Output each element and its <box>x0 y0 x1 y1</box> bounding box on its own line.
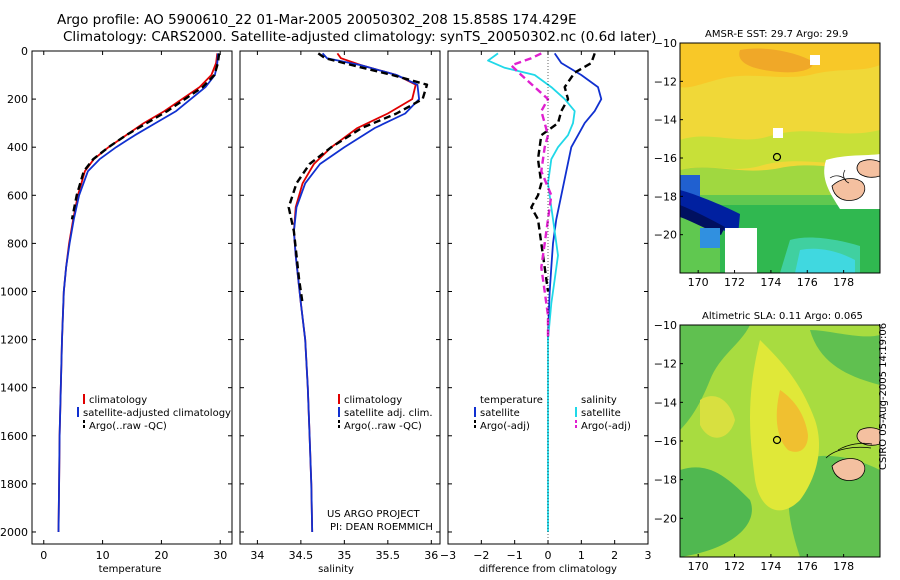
sla-map-panel: Altimetric SLA: 0.11 Argo: 0.065 170 172 1… <box>654 311 881 573</box>
sst-map-panel: AMSR-E SST: 29.7 Argo: 29.9 170 172 <box>654 29 881 289</box>
legend-label-sal-argo: Argo(-adj) <box>581 421 631 432</box>
x-tick-label: −3 <box>440 549 456 562</box>
x-tick-label: 30 <box>213 549 227 562</box>
y-tick-label: 1200 <box>0 334 28 347</box>
x-axis-label: salinity <box>318 564 354 575</box>
legend-label-argo: Argo(..raw -QC) <box>89 421 167 432</box>
x-tick-label: −1 <box>507 549 523 562</box>
difference-legend: temperature satellite Argo(-adj) salinit… <box>474 395 631 432</box>
map-y-tick-label: −14 <box>654 114 677 127</box>
map-x-tick-label: 176 <box>797 276 818 289</box>
x-tick-label: −2 <box>473 549 489 562</box>
map-y-tick-label: −18 <box>654 474 677 487</box>
temperature-panel: 0 10 20 30 0 200 400 600 800 1000 1200 1400 1600 1800… <box>0 45 233 575</box>
x-tick-label: 34.5 <box>289 549 314 562</box>
y-tick-label: 1600 <box>0 430 28 443</box>
map-y-tick-label: −14 <box>654 396 677 409</box>
y-tick-label: 800 <box>7 237 28 250</box>
map-x-tick-label: 170 <box>688 560 709 573</box>
map-y-tick-label: −10 <box>654 319 677 332</box>
map-y-tick-label: −18 <box>654 190 677 203</box>
x-axis-label: temperature <box>99 564 162 575</box>
sla-float-marker <box>772 435 782 445</box>
sla-map-title: Altimetric SLA: 0.11 Argo: 0.065 <box>702 311 863 322</box>
sst-float-marker <box>772 152 782 162</box>
x-tick-label: 0 <box>40 549 47 562</box>
y-tick-label: 1400 <box>0 382 28 395</box>
map-x-tick-label: 172 <box>724 276 745 289</box>
map-x-tick-label: 176 <box>797 560 818 573</box>
salinity-legend: climatology satellite adj. clim. Argo(..… <box>338 394 433 432</box>
map-x-tick-label: 170 <box>688 276 709 289</box>
salinity-panel: 34 34.5 35 35.5 36 salinity climatology satel… <box>239 50 441 575</box>
map-x-tick-label: 172 <box>724 560 745 573</box>
map-y-tick-label: −12 <box>654 358 677 371</box>
y-tick-label: 1800 <box>0 478 28 491</box>
legend-header-salinity: salinity <box>581 395 617 406</box>
x-tick-label: 34 <box>250 549 264 562</box>
x-tick-label: 0 <box>545 549 552 562</box>
title-line-1: Argo profile: AO 5900610_22 01-Mar-2005 … <box>57 12 577 28</box>
temperature-legend: climatology satellite-adjusted climatolo… <box>77 394 231 432</box>
series-line-temperature-satellite <box>547 52 603 340</box>
y-tick-label: 400 <box>7 141 28 154</box>
timestamp-stamp: CSIRO 05-Aug-2005 14:19:06 <box>878 322 889 470</box>
map-y-tick-label: −16 <box>654 435 677 448</box>
map-x-tick-label: 178 <box>833 560 854 573</box>
map-y-tick-label: −10 <box>654 37 677 50</box>
legend-header-temperature: temperature <box>480 395 543 406</box>
legend-label-sal-satellite: satellite <box>581 408 621 419</box>
temperature-axes: 0 10 20 30 0 200 400 600 800 1000 1200 1400 1600 1800… <box>0 45 232 575</box>
y-tick-label: 1000 <box>0 285 28 298</box>
x-tick-label: 20 <box>154 549 168 562</box>
x-tick-label: 35 <box>337 549 351 562</box>
credit-line-2: PI: DEAN ROEMMICH <box>330 522 433 533</box>
sst-map-axes: 170 172 174 176 178 −10 −12 −14 −16 −18 −20 <box>654 37 854 289</box>
series-line-argo-raw-qc- <box>70 53 221 220</box>
map-y-tick-label: −20 <box>654 512 677 525</box>
x-tick-label: 36 <box>424 549 438 562</box>
salinity-axes: 34 34.5 35 35.5 36 salinity <box>240 50 440 575</box>
salinity-axes-frame <box>239 50 441 545</box>
map-x-tick-label: 174 <box>760 276 781 289</box>
difference-axes: −3 −2 −1 0 1 2 3 difference from climatology <box>440 50 652 575</box>
title-line-2: Climatology: CARS2000. Satellite-adjuste… <box>63 29 657 45</box>
sst-map-title: AMSR-E SST: 29.7 Argo: 29.9 <box>705 29 848 40</box>
legend-label-satellite: satellite-adjusted climatology <box>83 408 231 419</box>
series-line-satellite-adjusted-climatology <box>57 53 219 533</box>
series-line-argo-raw-qc- <box>287 52 429 304</box>
map-y-tick-label: −16 <box>654 152 677 165</box>
y-tick-label: 200 <box>7 93 28 106</box>
x-tick-label: 35.5 <box>376 549 401 562</box>
legend-label-satellite: satellite adj. clim. <box>344 408 433 419</box>
y-tick-label: 2000 <box>0 526 28 539</box>
sst-field <box>680 43 880 273</box>
map-x-tick-label: 174 <box>760 560 781 573</box>
map-y-tick-label: −20 <box>654 229 677 242</box>
temperature-axes-frame <box>31 50 233 545</box>
legend-label-temp-argo: Argo(-adj) <box>480 421 530 432</box>
legend-label-climatology: climatology <box>344 395 402 406</box>
sla-field <box>680 325 880 557</box>
y-tick-label: 600 <box>7 189 28 202</box>
x-tick-label: 1 <box>578 549 585 562</box>
x-axis-label: difference from climatology <box>479 564 617 575</box>
map-x-tick-label: 178 <box>833 276 854 289</box>
sla-map-axes: 170 172 174 176 178 −10 −12 −14 −16 −18 −20 <box>654 319 854 573</box>
difference-panel: −3 −2 −1 0 1 2 3 difference from climatology te… <box>440 50 652 575</box>
x-tick-label: 10 <box>96 549 110 562</box>
series-line-temperature-argo-adj- <box>530 52 596 292</box>
legend-label-temp-satellite: satellite <box>480 408 520 419</box>
legend-label-climatology: climatology <box>89 395 147 406</box>
x-tick-label: 2 <box>611 549 618 562</box>
legend-label-argo: Argo(..raw -QC) <box>344 421 422 432</box>
map-y-tick-label: −12 <box>654 75 677 88</box>
credit-line-1: US ARGO PROJECT <box>327 509 421 520</box>
x-tick-label: 3 <box>645 549 652 562</box>
y-tick-label: 0 <box>21 45 28 58</box>
series-line-salinity-argo-adj- <box>510 52 553 340</box>
